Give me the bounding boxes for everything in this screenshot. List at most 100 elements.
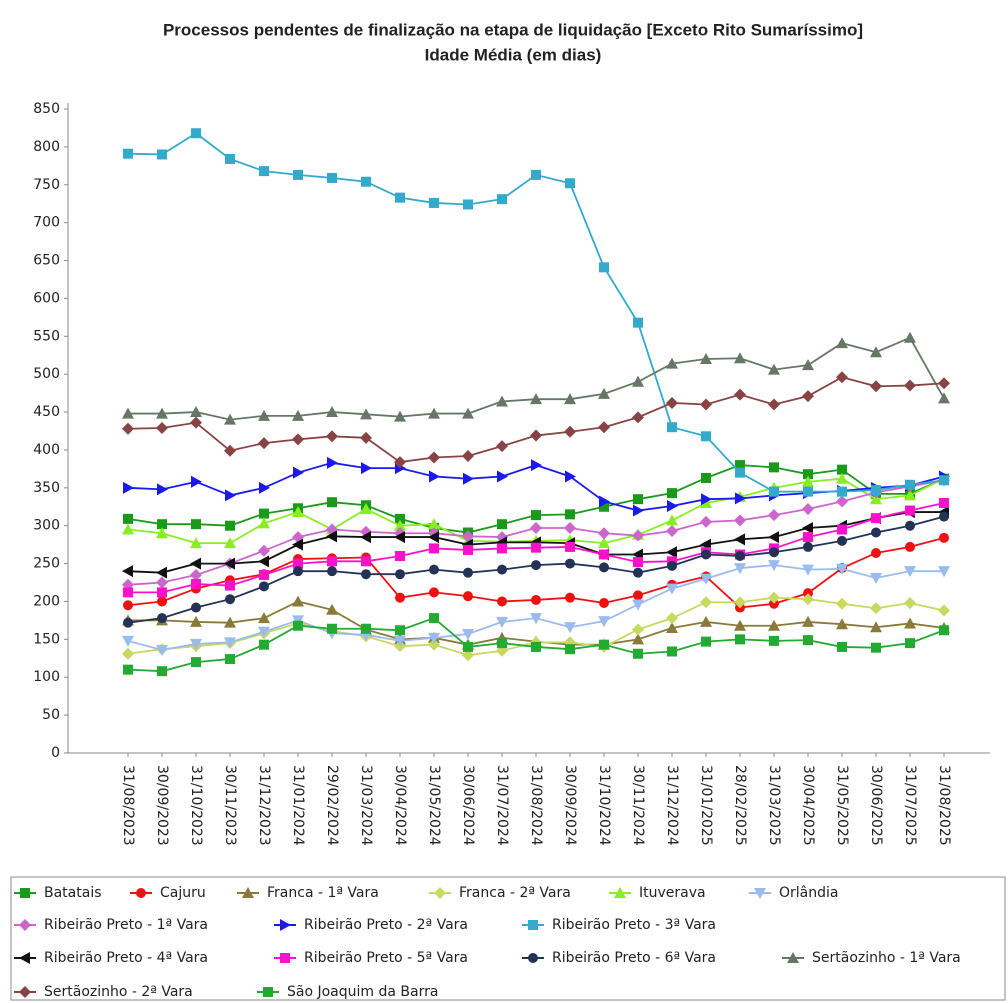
marker (599, 597, 609, 608)
marker (633, 317, 643, 328)
x-tick-label: 31/08/2024 (528, 765, 544, 846)
marker (394, 531, 405, 544)
marker (259, 639, 269, 650)
marker (497, 564, 507, 575)
marker (157, 483, 168, 496)
marker (802, 564, 814, 576)
marker (802, 593, 814, 606)
x-tick-label: 31/03/2024 (358, 765, 374, 846)
marker (462, 407, 474, 419)
marker (735, 467, 745, 478)
marker (429, 470, 440, 483)
marker (429, 587, 439, 598)
marker (700, 573, 712, 585)
marker (700, 398, 712, 411)
marker (666, 396, 678, 409)
marker (190, 557, 201, 570)
marker (768, 509, 780, 522)
y-tick-label: 100 (33, 669, 60, 685)
y-tick-label: 650 (33, 253, 60, 269)
legend-label: São Joaquim da Barra (287, 984, 438, 1000)
marker (395, 625, 405, 636)
marker (803, 635, 813, 646)
marker (190, 615, 202, 627)
marker (360, 531, 371, 544)
y-tick-label: 0 (51, 745, 60, 761)
marker (394, 410, 406, 422)
x-tick-label: 29/02/2024 (324, 765, 340, 846)
x-tick-label: 31/01/2025 (698, 765, 714, 846)
legend-marker (136, 888, 146, 898)
marker (939, 511, 949, 522)
x-tick-label: 31/05/2024 (426, 765, 442, 846)
x-tick-label: 31/05/2025 (834, 765, 850, 846)
marker (734, 563, 746, 575)
marker (700, 596, 712, 609)
marker (394, 635, 406, 647)
marker (802, 503, 814, 516)
marker (224, 557, 235, 570)
marker (395, 569, 405, 580)
marker (258, 517, 270, 529)
y-tick-label: 750 (33, 177, 60, 193)
chart-subtitle: Idade Média (em dias) (425, 45, 602, 64)
legend-marker (614, 887, 626, 898)
marker (598, 421, 610, 434)
marker (191, 579, 201, 590)
marker (395, 192, 405, 203)
x-tick-label: 30/11/2023 (222, 765, 238, 846)
marker (837, 535, 847, 546)
marker (156, 576, 168, 589)
marker (156, 644, 168, 656)
y-tick-label: 350 (33, 480, 60, 496)
marker (870, 621, 882, 633)
x-tick-label: 31/01/2024 (290, 765, 306, 846)
marker (258, 409, 270, 421)
marker (463, 641, 473, 652)
marker (666, 514, 678, 526)
marker (633, 590, 643, 601)
marker (734, 619, 746, 631)
marker (258, 555, 269, 568)
marker (259, 581, 269, 592)
marker (122, 407, 134, 419)
marker (666, 583, 678, 595)
marker (497, 470, 508, 483)
marker (463, 199, 473, 210)
marker (496, 440, 508, 453)
marker (598, 537, 610, 549)
marker (667, 488, 677, 499)
marker (259, 569, 269, 580)
legend-marker (19, 919, 31, 931)
marker (530, 521, 542, 534)
legend-marker (19, 952, 30, 964)
marker (565, 592, 575, 603)
marker (667, 500, 678, 513)
marker (803, 469, 813, 480)
marker (225, 154, 235, 165)
legend-label: Ribeirão Preto - 1ª Vara (44, 917, 208, 933)
marker (938, 377, 950, 390)
marker (225, 489, 236, 502)
marker (803, 532, 813, 543)
x-tick-label: 30/04/2025 (800, 765, 816, 846)
marker (259, 508, 269, 519)
marker (123, 148, 133, 159)
marker (564, 425, 576, 438)
marker (326, 406, 338, 418)
marker (157, 149, 167, 160)
marker (259, 166, 269, 177)
marker (666, 621, 678, 633)
marker (463, 567, 473, 578)
marker (939, 625, 949, 636)
legend-marker (787, 952, 799, 963)
marker (870, 380, 882, 393)
marker (565, 644, 575, 655)
marker (701, 472, 711, 483)
marker (633, 557, 643, 568)
marker (463, 544, 473, 555)
marker (429, 564, 439, 575)
marker (123, 600, 133, 611)
marker (293, 169, 303, 180)
marker (598, 616, 610, 628)
